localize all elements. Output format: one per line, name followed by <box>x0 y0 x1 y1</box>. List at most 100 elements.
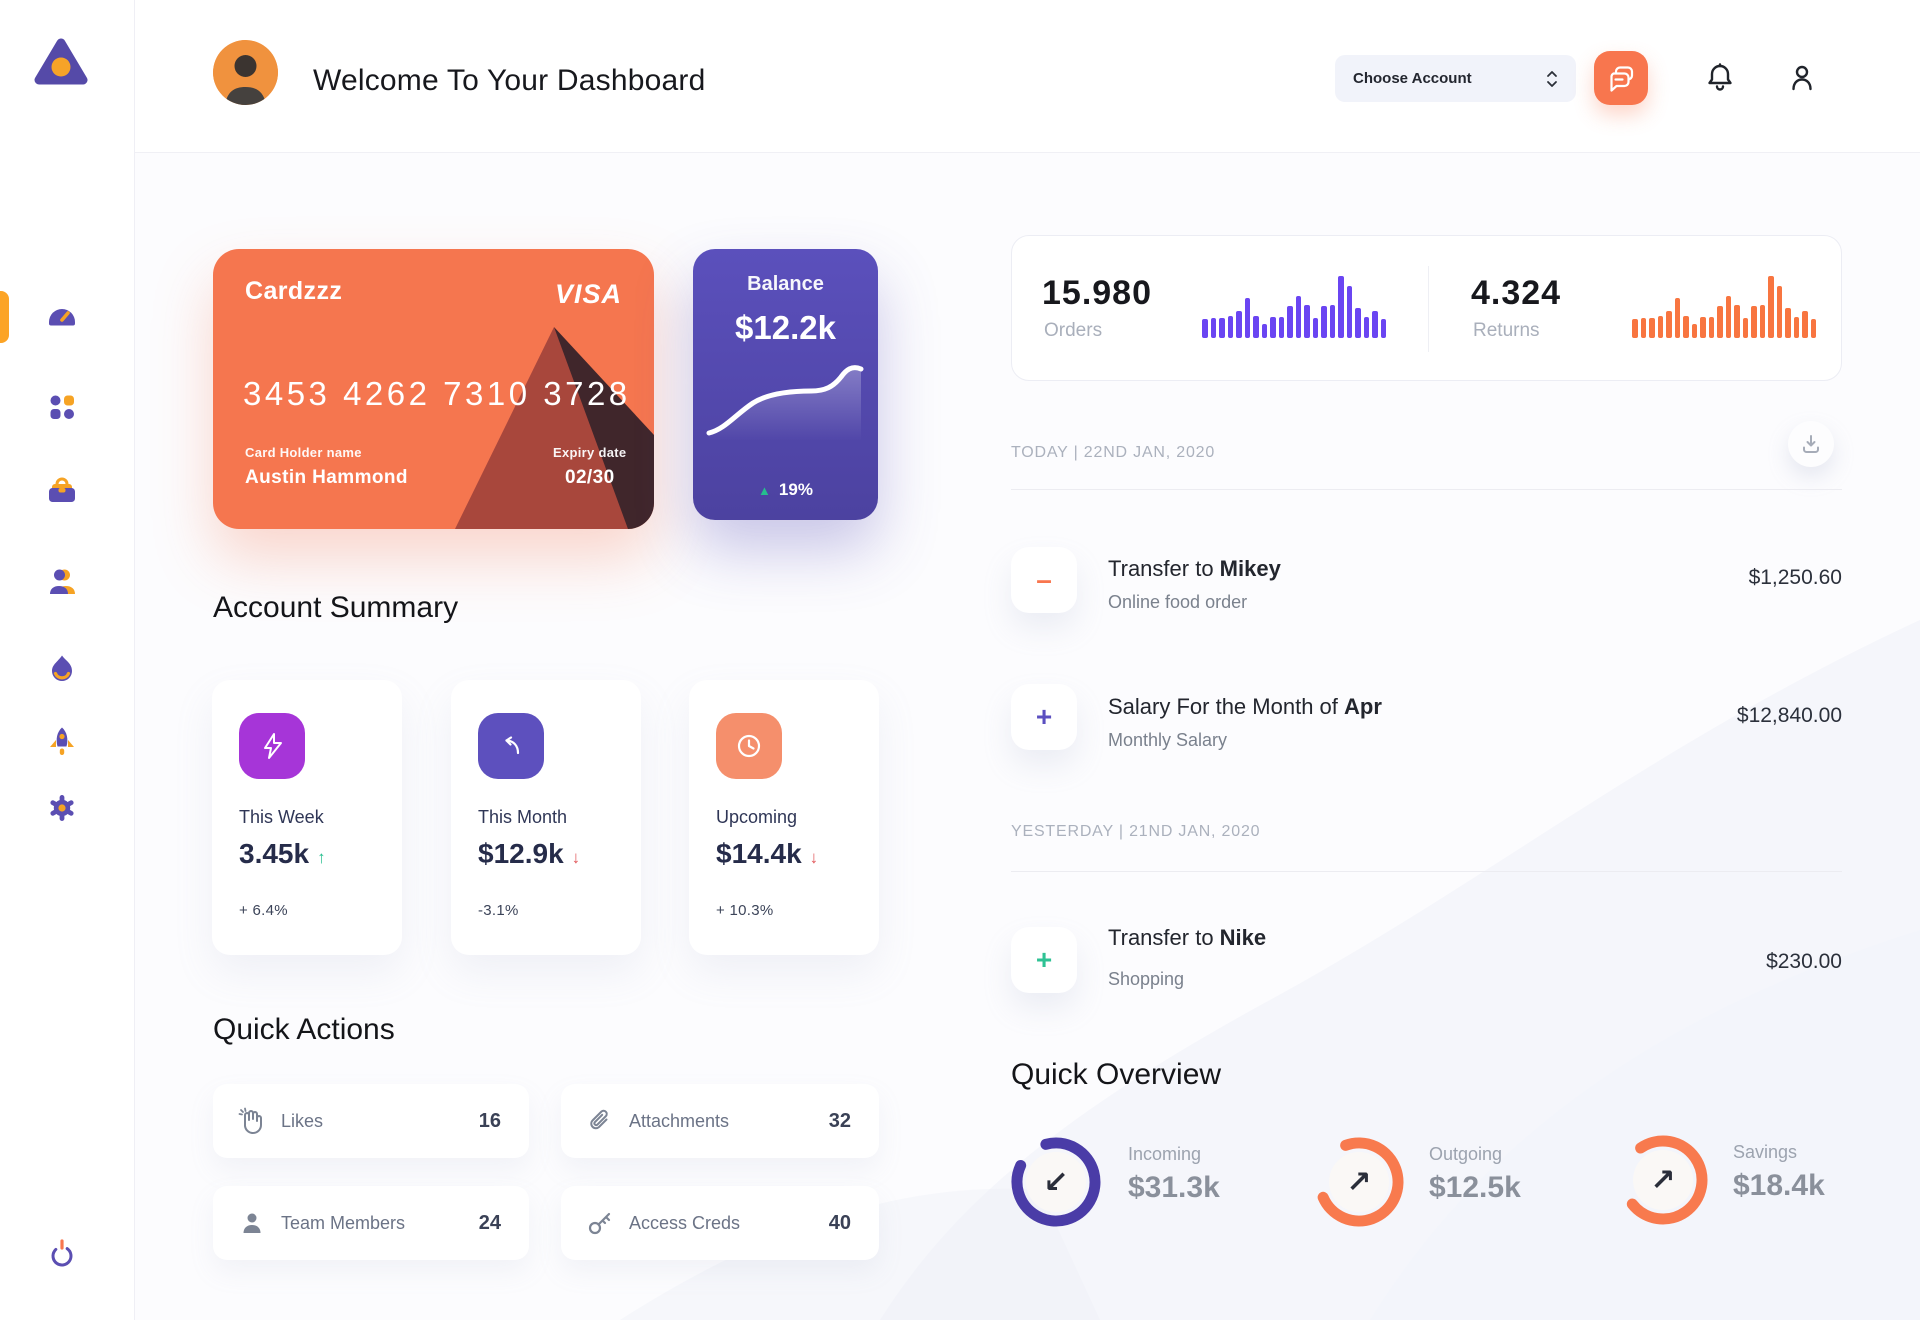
card-expiry-label: Expiry date <box>553 445 627 460</box>
balance-value: $12.2k <box>735 309 836 346</box>
transaction-title[interactable]: Transfer to Mikey <box>1108 556 1281 581</box>
summary-card-this-week[interactable]: This Week 3.45k ↑ + 6.4% <box>212 680 402 955</box>
paperclip-icon <box>590 1109 608 1130</box>
plus-icon: + <box>1035 944 1053 975</box>
messages-button[interactable] <box>1594 51 1648 105</box>
quick-action-label: Attachments <box>629 1110 730 1131</box>
sidebar-item-apps[interactable] <box>45 390 79 424</box>
sidebar-item-team[interactable] <box>45 565 79 599</box>
returns-label: Returns <box>1473 320 1540 341</box>
visa-logo: VISA <box>554 279 622 309</box>
app-logo-icon[interactable] <box>33 36 89 88</box>
download-icon <box>1803 435 1819 453</box>
divider <box>1011 871 1842 872</box>
flame-icon <box>52 655 72 681</box>
transaction-subtitle: Online food order <box>1108 592 1248 612</box>
arrow-up-right-icon: ↗ <box>1346 1165 1372 1199</box>
sidebar-logout-button[interactable] <box>45 1237 79 1271</box>
sidebar-item-dashboard[interactable] <box>45 299 79 333</box>
orders-label: Orders <box>1044 320 1103 341</box>
clock-icon <box>716 713 782 779</box>
person-outline-icon <box>1792 65 1812 91</box>
incoming-value: $31.3k <box>1128 1171 1220 1204</box>
person-icon <box>243 1213 261 1233</box>
profile-button[interactable] <box>1785 61 1819 95</box>
trend-arrow: ↓ <box>571 848 581 867</box>
transaction-subtitle: Shopping <box>1108 969 1185 989</box>
transaction-title[interactable]: Salary For the Month of Apr <box>1108 694 1382 719</box>
notifications-button[interactable] <box>1703 61 1737 95</box>
summary-value: $14.4k ↓ <box>716 838 819 869</box>
quick-action-label: Access Creds <box>629 1212 741 1233</box>
bell-icon <box>1708 63 1732 91</box>
balance-line-chart <box>706 365 864 441</box>
summary-delta: + 10.3% <box>716 902 774 919</box>
outgoing-ring: ↗ <box>1308 1131 1410 1233</box>
returns-bar-chart <box>1632 274 1816 338</box>
quick-actions-heading: Quick Actions <box>213 1013 395 1046</box>
quick-action-count: 32 <box>828 1109 851 1132</box>
quick-action-count: 40 <box>828 1211 851 1234</box>
balance-card[interactable]: Balance $12.2k ▲ 19% <box>693 249 878 520</box>
quick-action-attachments[interactable]: Attachments 32 <box>561 1084 879 1158</box>
power-icon <box>51 1239 73 1267</box>
arrow-up-right-icon: ↗ <box>1650 1163 1676 1197</box>
quick-action-count: 16 <box>478 1109 501 1132</box>
download-button[interactable] <box>1788 421 1834 467</box>
summary-card-this-month[interactable]: This Month $12.9k ↓ -3.1% <box>451 680 641 955</box>
savings-value: $18.4k <box>1733 1169 1825 1202</box>
trend-arrow: ↑ <box>317 848 326 867</box>
quick-action-count: 24 <box>478 1211 501 1234</box>
plus-icon: + <box>1035 701 1053 732</box>
balance-label: Balance <box>747 273 824 295</box>
outgoing-value: $12.5k <box>1429 1171 1521 1204</box>
quick-action-team-members[interactable]: Team Members 24 <box>213 1186 529 1260</box>
transaction-icon-minus: – <box>1011 547 1077 613</box>
returns-value: 4.324 <box>1471 274 1562 312</box>
card-expiry-value: 02/30 <box>565 467 615 488</box>
incoming-ring: ↙ <box>1005 1131 1107 1233</box>
quick-action-likes[interactable]: Likes 16 <box>213 1084 529 1158</box>
trend-up-icon: ▲ <box>758 483 771 498</box>
summary-delta: + 6.4% <box>239 902 288 919</box>
sidebar-item-activity[interactable] <box>45 652 79 686</box>
outgoing-meta: Outgoing $12.5k <box>1429 1144 1521 1205</box>
dashboard-gauge-icon <box>49 309 75 326</box>
sidebar-item-launch[interactable] <box>45 725 79 759</box>
sidebar-active-indicator <box>0 291 9 343</box>
user-avatar[interactable] <box>213 40 278 105</box>
transaction-icon-plus: + <box>1011 684 1077 750</box>
summary-card-upcoming[interactable]: Upcoming $14.4k ↓ + 10.3% <box>689 680 879 955</box>
orders-bar-chart <box>1202 274 1386 338</box>
sidebar-item-settings[interactable] <box>45 791 79 825</box>
sidebar-item-work[interactable] <box>45 475 79 509</box>
quick-overview-heading: Quick Overview <box>1011 1058 1222 1091</box>
transaction-subtitle: Monthly Salary <box>1108 730 1228 750</box>
account-selector[interactable]: Choose Account <box>1335 55 1576 102</box>
card-number: 3453 4262 7310 3728 <box>243 375 631 412</box>
summary-value: $12.9k ↓ <box>478 838 581 869</box>
outgoing-label: Outgoing <box>1429 1144 1503 1164</box>
chevron-up-down-icon <box>1547 70 1557 87</box>
card-holder-label: Card Holder name <box>245 445 362 460</box>
transaction-amount: $1,250.60 <box>1748 566 1842 589</box>
summary-label: This Week <box>239 807 324 827</box>
credit-card[interactable]: Cardzzz VISA 3453 4262 7310 3728 Card Ho… <box>213 249 654 529</box>
sidebar <box>0 0 135 1320</box>
savings-ring: ↗ <box>1612 1129 1714 1231</box>
summary-label: Upcoming <box>716 807 798 827</box>
quick-action-access-creds[interactable]: Access Creds 40 <box>561 1186 879 1260</box>
stats-divider <box>1428 266 1429 352</box>
trend-arrow: ↓ <box>809 848 819 867</box>
divider <box>1011 489 1842 490</box>
page-title: Welcome To Your Dashboard <box>313 64 706 97</box>
clap-hand-icon <box>238 1107 262 1134</box>
summary-label: This Month <box>478 807 568 827</box>
transaction-amount: $230.00 <box>1766 950 1842 973</box>
transaction-amount: $12,840.00 <box>1736 704 1842 727</box>
transaction-icon-plus-green: + <box>1011 927 1077 993</box>
quick-action-label: Team Members <box>281 1212 406 1233</box>
transaction-title[interactable]: Transfer to Nike <box>1108 925 1267 950</box>
incoming-meta: Incoming $31.3k <box>1128 1144 1220 1205</box>
card-pyramid-graphic <box>455 327 654 529</box>
